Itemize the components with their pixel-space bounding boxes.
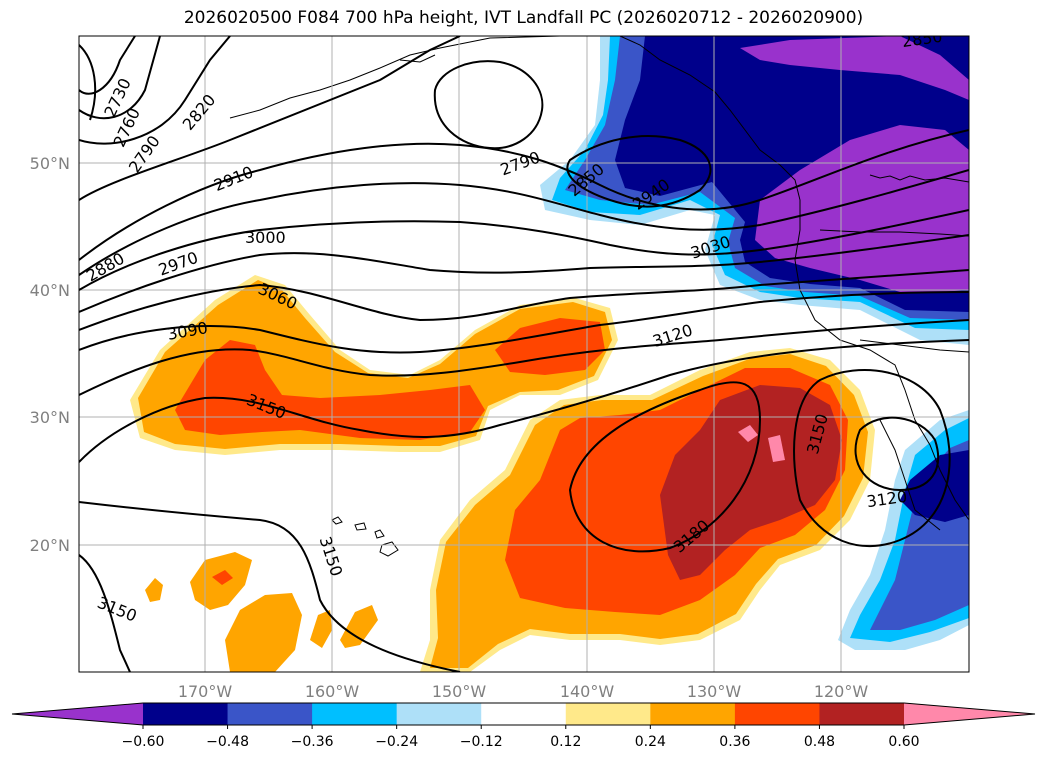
map-plot-area: 2730 2760 2790 2820 2790 2850 2850 2880 …: [79, 36, 969, 672]
lon-label-160w: 160°W: [305, 682, 360, 701]
colorbar-segment: [734, 703, 820, 725]
colorbar-tick-label: 0.24: [635, 734, 666, 750]
gridlines: [79, 36, 969, 672]
colorbar-tick-label: −0.24: [375, 734, 418, 750]
map-title: 2026020500 F084 700 hPa height, IVT Land…: [183, 8, 864, 28]
longitude-labels: 170°W 160°W 150°W 140°W 130°W 120°W: [178, 682, 869, 701]
colorbar-segment: [312, 703, 398, 725]
lon-label-150w: 150°W: [432, 682, 487, 701]
colorbar-tick-label: −0.60: [122, 734, 165, 750]
colorbar-extend-high: [904, 703, 1035, 725]
lat-label-50n: 50°N: [30, 154, 70, 173]
latitude-labels: 50°N 40°N 30°N 20°N: [30, 154, 70, 555]
colorbar-segment: [565, 703, 651, 725]
colorbar-tick-label: 0.36: [719, 734, 750, 750]
colorbar-tick-label: −0.48: [206, 734, 249, 750]
colorbar-tick-label: −0.12: [460, 734, 503, 750]
colorbar-tick-label: 0.12: [550, 734, 581, 750]
colorbar-extend-low: [12, 703, 143, 725]
lat-label-40n: 40°N: [30, 281, 70, 300]
colorbar: −0.60 −0.48 −0.36 −0.24 −0.12 0.12 0.24 0.36 0.4…: [11, 702, 1036, 750]
colorbar-segment: [227, 703, 313, 725]
colorbar-tick-label: 0.60: [888, 734, 919, 750]
lon-label-140w: 140°W: [560, 682, 615, 701]
hawaiian-islands: [331, 516, 399, 557]
lon-label-130w: 130°W: [687, 682, 742, 701]
colorbar-segment: [396, 703, 482, 725]
lat-label-20n: 20°N: [30, 536, 70, 555]
colorbar-segment: [143, 703, 229, 725]
colorbar-tick-label: 0.48: [804, 734, 835, 750]
lon-label-170w: 170°W: [178, 682, 233, 701]
contour-label-3000: 3000: [245, 228, 286, 247]
colorbar-tick-label: −0.36: [291, 734, 334, 750]
colorbar-segment: [481, 703, 567, 725]
colorbar-segment: [819, 703, 905, 725]
plot-frame: [78, 35, 970, 673]
colorbar-segment: [650, 703, 736, 725]
height-contours: [79, 36, 969, 672]
lon-label-120w: 120°W: [814, 682, 869, 701]
lat-label-30n: 30°N: [30, 408, 70, 427]
